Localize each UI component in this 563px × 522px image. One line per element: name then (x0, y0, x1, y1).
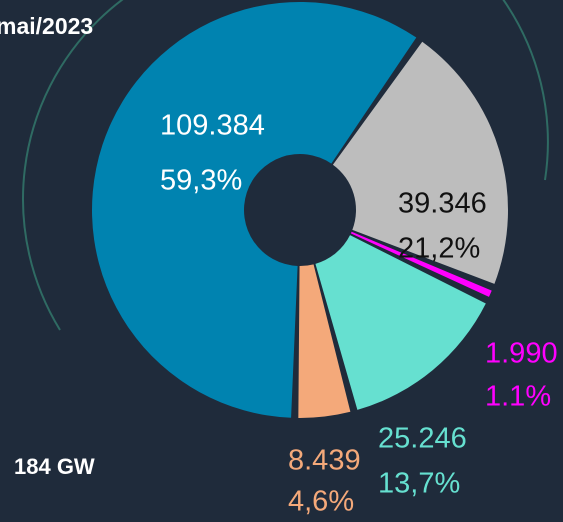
percent-label: 21,2% (398, 233, 480, 265)
decor-arc (22, 0, 124, 331)
slice (350, 231, 492, 297)
slice (92, 2, 417, 418)
value-label: 1.990 (485, 338, 558, 370)
decor-arc (502, 0, 549, 181)
value-label: 109.384 (160, 110, 265, 142)
percent-label: 13,7% (378, 468, 460, 500)
value-label: 8.439 (288, 445, 361, 477)
value-label: 25.246 (378, 423, 467, 455)
slice (315, 235, 486, 410)
total-label: 184 GW (14, 454, 95, 479)
percent-label: 4,6% (288, 486, 354, 518)
slice (298, 264, 351, 418)
chart-title: mai/2023 (0, 13, 93, 39)
percent-label: 1.1% (485, 381, 551, 413)
value-label: 39.346 (398, 188, 487, 220)
percent-label: 59,3% (160, 165, 242, 197)
slice (332, 41, 508, 284)
